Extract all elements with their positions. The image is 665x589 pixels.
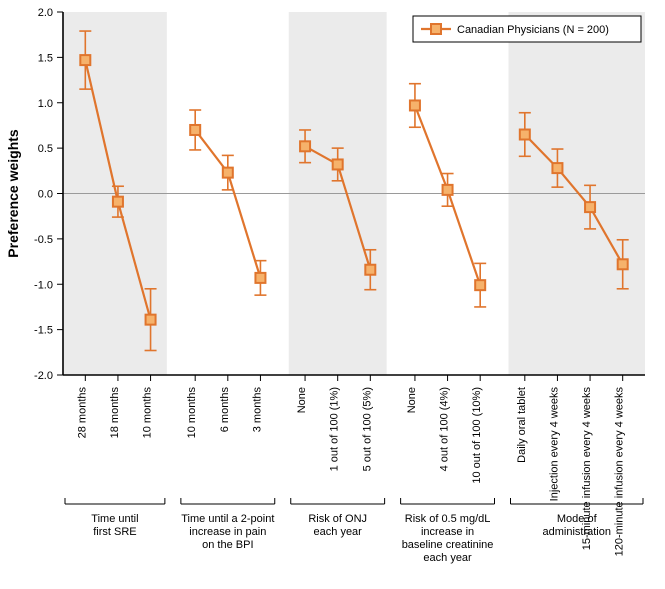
- x-tick-label: 18 months: [109, 387, 121, 439]
- y-tick-label: -1.0: [34, 279, 53, 291]
- group-label: each year: [314, 526, 363, 538]
- x-tick-label: 10 months: [186, 387, 198, 439]
- group-label: baseline creatinine: [402, 539, 494, 551]
- y-tick-label: -1.5: [34, 325, 53, 337]
- group-label: increase in: [421, 526, 474, 538]
- data-marker: [113, 197, 123, 207]
- x-tick-label: 4 out of 100 (4%): [439, 387, 451, 471]
- data-marker: [520, 130, 530, 140]
- group-label: on the BPI: [202, 539, 253, 551]
- x-tick-label: 1 out of 100 (1%): [329, 387, 341, 471]
- data-marker: [443, 185, 453, 195]
- series-line: [195, 130, 260, 278]
- group-label: Time until: [91, 513, 138, 525]
- preference-weights-chart: -2.0 -1.5 -1.0 -0.5 0.0 0.5 1.0 1.5 2.0 Preferenc…: [0, 0, 665, 589]
- legend-marker-icon: [431, 24, 441, 34]
- data-marker: [585, 202, 595, 212]
- y-tick-label: 1.5: [38, 52, 53, 64]
- data-marker: [146, 315, 156, 325]
- x-tick-label: None: [296, 387, 308, 413]
- y-tick-label: -2.0: [34, 370, 53, 382]
- x-tick-label: Injection every 4 weeks: [548, 387, 560, 502]
- data-marker: [475, 280, 485, 290]
- x-tick-label: Daily oral tablet: [516, 387, 528, 463]
- y-tick-label: 1.0: [38, 98, 53, 110]
- legend-label: Canadian Physicians (N = 200): [457, 24, 609, 36]
- y-axis-label: Preference weights: [5, 129, 21, 258]
- y-tick-label: 0.5: [38, 143, 53, 155]
- data-marker: [333, 159, 343, 169]
- group-label: Time until a 2-point: [181, 513, 274, 525]
- data-marker: [223, 168, 233, 178]
- data-marker: [618, 259, 628, 269]
- data-marker: [190, 125, 200, 135]
- x-tick-label: 6 months: [219, 387, 231, 433]
- group-label: increase in pain: [189, 526, 266, 538]
- group-label: Risk of ONJ: [308, 513, 367, 525]
- x-tick-label: 120-minute infusion every 4 weeks: [614, 387, 626, 557]
- group-label: Mode of: [557, 513, 598, 525]
- data-marker: [255, 273, 265, 283]
- group-label: administration: [543, 526, 611, 538]
- data-marker: [552, 163, 562, 173]
- y-tick-label: 0.0: [38, 189, 53, 201]
- data-marker: [80, 55, 90, 65]
- x-tick-label: 5 out of 100 (5%): [361, 387, 373, 471]
- data-marker: [410, 100, 420, 110]
- y-tick-label: -0.5: [34, 234, 53, 246]
- y-tick-label: 2.0: [38, 7, 53, 19]
- data-marker: [365, 265, 375, 275]
- x-tick-label: 28 months: [76, 387, 88, 439]
- group-label: Risk of 0.5 mg/dL: [405, 513, 491, 525]
- x-tick-label: 10 out of 100 (10%): [471, 387, 483, 484]
- group-label: each year: [423, 552, 472, 564]
- group-label: first SRE: [93, 526, 136, 538]
- x-tick-label: 10 months: [142, 387, 154, 439]
- x-tick-label: 3 months: [251, 387, 263, 433]
- x-tick-label: None: [406, 387, 418, 413]
- data-marker: [300, 141, 310, 151]
